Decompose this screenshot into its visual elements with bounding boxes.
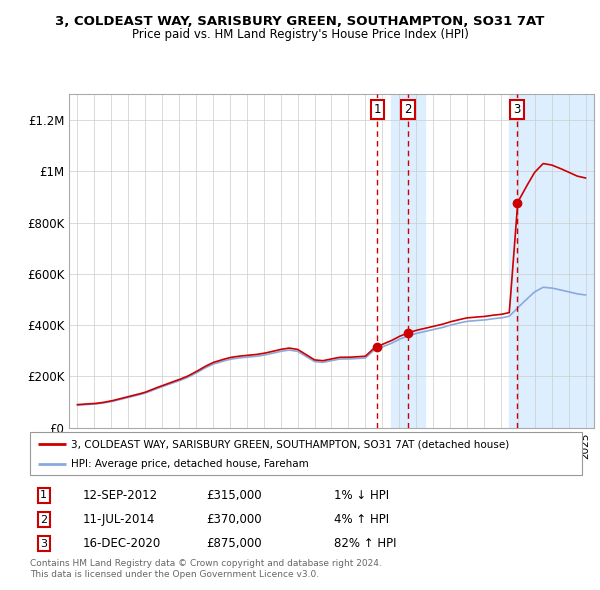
Text: 16-DEC-2020: 16-DEC-2020 (82, 537, 161, 550)
Text: 3: 3 (40, 539, 47, 549)
Text: 3, COLDEAST WAY, SARISBURY GREEN, SOUTHAMPTON, SO31 7AT: 3, COLDEAST WAY, SARISBURY GREEN, SOUTHA… (55, 15, 545, 28)
Text: 3: 3 (514, 103, 521, 116)
Text: 3, COLDEAST WAY, SARISBURY GREEN, SOUTHAMPTON, SO31 7AT (detached house): 3, COLDEAST WAY, SARISBURY GREEN, SOUTHA… (71, 440, 509, 450)
Text: £875,000: £875,000 (206, 537, 262, 550)
Text: This data is licensed under the Open Government Licence v3.0.: This data is licensed under the Open Gov… (30, 570, 319, 579)
Text: HPI: Average price, detached house, Fareham: HPI: Average price, detached house, Fare… (71, 460, 309, 469)
Text: 12-SEP-2012: 12-SEP-2012 (82, 489, 158, 502)
Text: £315,000: £315,000 (206, 489, 262, 502)
Text: 2: 2 (404, 103, 412, 116)
Bar (509, 94, 594, 428)
Text: 1% ↓ HPI: 1% ↓ HPI (334, 489, 389, 502)
Text: 2: 2 (40, 514, 47, 525)
Text: 4% ↑ HPI: 4% ↑ HPI (334, 513, 389, 526)
Text: Contains HM Land Registry data © Crown copyright and database right 2024.: Contains HM Land Registry data © Crown c… (30, 559, 382, 568)
Text: 11-JUL-2014: 11-JUL-2014 (82, 513, 155, 526)
Text: Price paid vs. HM Land Registry's House Price Index (HPI): Price paid vs. HM Land Registry's House … (131, 28, 469, 41)
Text: 82% ↑ HPI: 82% ↑ HPI (334, 537, 396, 550)
Bar (391, 94, 425, 428)
Text: 1: 1 (40, 490, 47, 500)
Text: £370,000: £370,000 (206, 513, 262, 526)
Text: 1: 1 (373, 103, 381, 116)
